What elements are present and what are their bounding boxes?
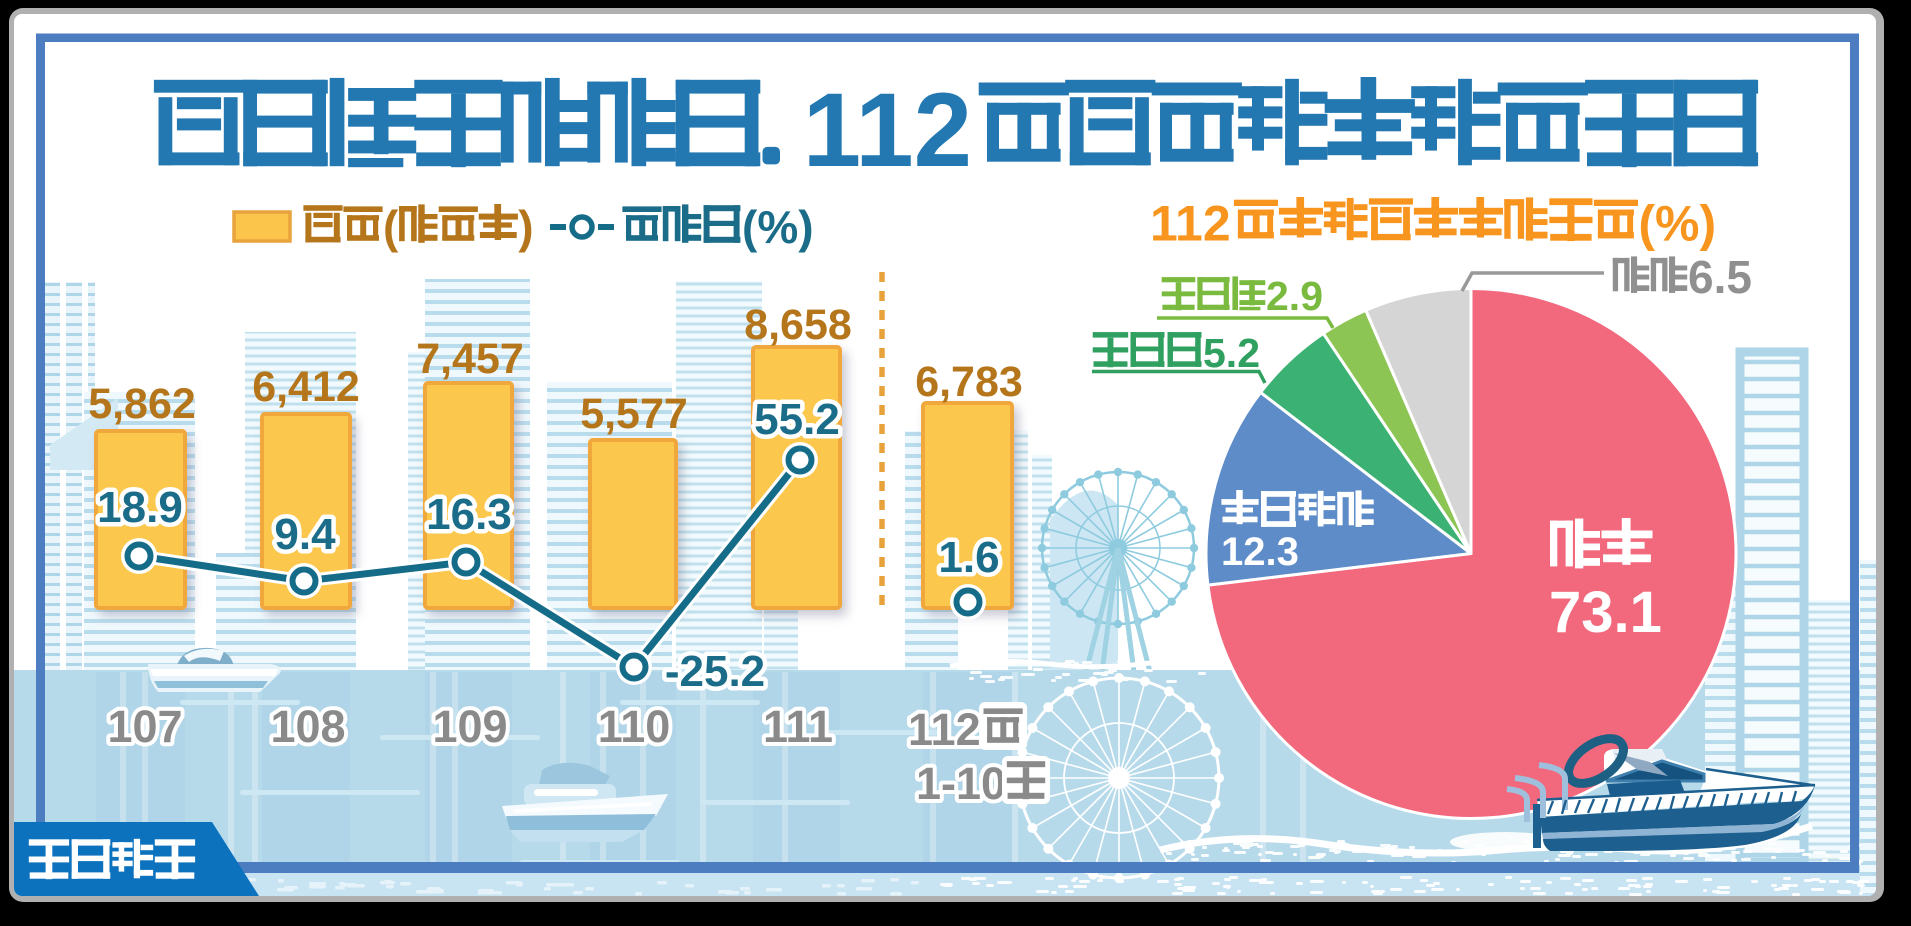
svg-text:112: 112 bbox=[1150, 196, 1231, 252]
svg-text:6,783: 6,783 bbox=[915, 358, 1023, 406]
svg-text:55.2: 55.2 bbox=[754, 395, 840, 444]
svg-text:1-10: 1-10 bbox=[916, 758, 1006, 809]
svg-text:12.3: 12.3 bbox=[1221, 530, 1299, 574]
svg-text:1.6: 1.6 bbox=[938, 533, 999, 582]
svg-text:): ) bbox=[518, 201, 533, 253]
svg-text:5,862: 5,862 bbox=[88, 380, 196, 428]
svg-text:107: 107 bbox=[107, 701, 182, 752]
svg-text:109: 109 bbox=[432, 701, 507, 752]
svg-text:73.1: 73.1 bbox=[1549, 580, 1662, 645]
svg-text:18.9: 18.9 bbox=[97, 483, 183, 532]
svg-text:(: ( bbox=[383, 201, 399, 253]
svg-text:2.9: 2.9 bbox=[1266, 273, 1323, 319]
svg-text:7,457: 7,457 bbox=[416, 335, 524, 383]
svg-text:-25.2: -25.2 bbox=[665, 647, 765, 696]
svg-text:6.5: 6.5 bbox=[1688, 251, 1752, 303]
svg-text:6,412: 6,412 bbox=[252, 363, 360, 411]
svg-text:108: 108 bbox=[270, 701, 345, 752]
svg-text:5.2: 5.2 bbox=[1203, 330, 1260, 376]
svg-text:(%): (%) bbox=[1638, 196, 1716, 252]
svg-text:5,577: 5,577 bbox=[580, 390, 688, 438]
svg-text:112: 112 bbox=[803, 72, 972, 189]
svg-text:16.3: 16.3 bbox=[426, 490, 512, 539]
svg-text:112: 112 bbox=[908, 704, 981, 755]
svg-text:111: 111 bbox=[763, 701, 833, 752]
svg-text:8,658: 8,658 bbox=[744, 301, 852, 349]
svg-text:(%): (%) bbox=[742, 201, 814, 253]
svg-text:110: 110 bbox=[598, 701, 671, 752]
svg-text:9.4: 9.4 bbox=[274, 510, 336, 559]
